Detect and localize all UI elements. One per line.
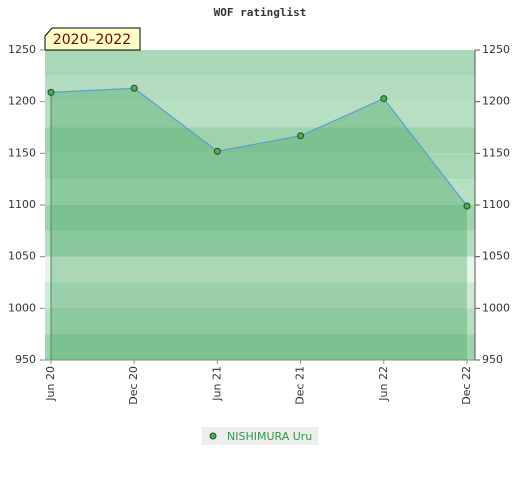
band: [45, 153, 475, 180]
y2-tick-label: 1200: [482, 95, 510, 108]
point: [47, 88, 55, 96]
y2-tick-label: 950: [482, 353, 503, 366]
x-tick-label: Dec 20: [127, 366, 140, 405]
y-tick-label: 950: [15, 353, 36, 366]
band: [45, 205, 475, 231]
x-tick-label: Dec 22: [460, 366, 473, 405]
point: [463, 202, 471, 210]
point: [380, 95, 388, 103]
band: [45, 127, 475, 154]
y2-tick-label: 1150: [482, 146, 510, 159]
y-tick-label: 1200: [8, 95, 36, 108]
chart-title: WOF ratinglist: [214, 6, 307, 19]
y2-tick-label: 1250: [482, 43, 510, 56]
band: [45, 282, 475, 309]
x-tick-label: Jun 22: [377, 366, 390, 402]
y-tick-label: 1100: [8, 198, 36, 211]
band: [45, 50, 475, 76]
y-tick-label: 1050: [8, 250, 36, 263]
band: [45, 230, 475, 257]
y-tick-label: 1000: [8, 301, 36, 314]
x-tick-label: Jun 20: [44, 366, 57, 402]
point: [130, 84, 138, 92]
legend-box: [202, 427, 318, 445]
band: [45, 308, 475, 335]
y2-tick-label: 1100: [482, 198, 510, 211]
legend-label: NISHIMURA Uru: [227, 430, 312, 443]
y-tick-label: 1250: [8, 43, 36, 56]
y-tick-label: 1150: [8, 146, 36, 159]
annotation: 2020–2022: [53, 32, 131, 48]
point: [213, 147, 221, 155]
point: [297, 132, 305, 140]
legend-marker: [209, 432, 217, 440]
area: [51, 88, 467, 360]
y2-tick-label: 1050: [482, 250, 510, 263]
line: [50, 87, 468, 207]
x-tick-label: Dec 21: [294, 366, 307, 405]
plot-area: [45, 50, 475, 360]
y2-tick-label: 1000: [482, 301, 510, 314]
band: [45, 334, 475, 360]
band: [45, 256, 475, 283]
annotation-box: [44, 27, 141, 51]
band: [45, 179, 475, 205]
x-tick-label: Jun 21: [210, 366, 223, 402]
